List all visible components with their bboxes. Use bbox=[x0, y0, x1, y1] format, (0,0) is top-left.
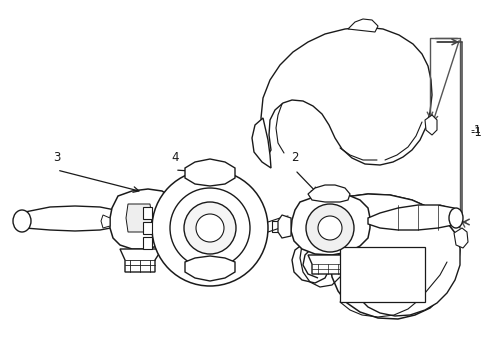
Circle shape bbox=[170, 188, 249, 268]
Polygon shape bbox=[347, 19, 377, 32]
Circle shape bbox=[196, 214, 224, 242]
Polygon shape bbox=[142, 207, 152, 219]
Polygon shape bbox=[142, 237, 152, 249]
Circle shape bbox=[317, 216, 341, 240]
Polygon shape bbox=[307, 255, 355, 274]
Polygon shape bbox=[110, 189, 176, 249]
Polygon shape bbox=[291, 194, 459, 316]
Polygon shape bbox=[307, 185, 349, 202]
Polygon shape bbox=[261, 27, 431, 165]
Polygon shape bbox=[15, 206, 122, 231]
Text: 2: 2 bbox=[291, 151, 298, 164]
Polygon shape bbox=[184, 159, 235, 186]
Ellipse shape bbox=[448, 208, 462, 228]
Polygon shape bbox=[424, 115, 436, 135]
Polygon shape bbox=[251, 118, 270, 168]
Circle shape bbox=[183, 202, 236, 254]
Text: 3: 3 bbox=[53, 151, 61, 164]
Polygon shape bbox=[290, 194, 369, 255]
Polygon shape bbox=[278, 215, 290, 238]
Polygon shape bbox=[142, 222, 152, 234]
Ellipse shape bbox=[13, 210, 31, 232]
Polygon shape bbox=[453, 228, 467, 248]
Circle shape bbox=[152, 170, 267, 286]
Polygon shape bbox=[120, 249, 162, 272]
Polygon shape bbox=[297, 194, 459, 319]
Polygon shape bbox=[184, 256, 235, 281]
Text: -1: -1 bbox=[469, 126, 481, 139]
Circle shape bbox=[305, 204, 353, 252]
Polygon shape bbox=[367, 205, 461, 230]
Text: -1: -1 bbox=[469, 125, 480, 135]
Text: 4: 4 bbox=[171, 151, 179, 164]
Polygon shape bbox=[126, 204, 152, 232]
Bar bbox=[339, 247, 424, 302]
Polygon shape bbox=[101, 215, 110, 228]
